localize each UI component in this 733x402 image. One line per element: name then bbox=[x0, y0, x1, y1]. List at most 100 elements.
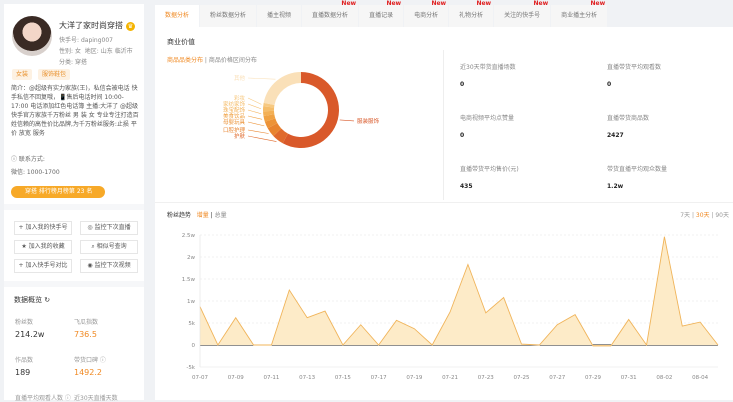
tab-6[interactable]: 礼物分析 New bbox=[449, 0, 494, 27]
data-point[interactable] bbox=[431, 344, 434, 347]
tab-8[interactable]: 商业播主分析 New bbox=[551, 0, 608, 27]
add-compare-button[interactable]: + 加入快手号对比 bbox=[14, 259, 72, 273]
rank-badge[interactable]: 穿搭 排行榜月榜第 23 名 bbox=[11, 186, 105, 198]
stat-value: 189 bbox=[15, 368, 31, 377]
business-subtabs: 商品品类分布 | 商品价格区间分布 bbox=[167, 57, 257, 64]
data-point[interactable] bbox=[413, 327, 416, 330]
y-tick-label: 2.5w bbox=[182, 233, 196, 239]
stat-label: 粉丝数 bbox=[15, 319, 34, 326]
tab-2[interactable]: 播主视频 bbox=[257, 5, 302, 27]
data-point[interactable] bbox=[306, 316, 309, 319]
pie-slice[interactable] bbox=[264, 118, 278, 129]
profile-name: 大洋了家时尚穿搭 ♛ bbox=[59, 21, 135, 31]
range-selector: 7天 | 30天 | 90天 bbox=[680, 212, 729, 219]
data-point[interactable] bbox=[609, 344, 612, 347]
tab-1[interactable]: 粉丝数据分析 bbox=[200, 5, 257, 27]
monitor-live-button[interactable]: ◎ 监控下次直播 bbox=[80, 221, 138, 235]
crown-icon: ♛ bbox=[126, 22, 135, 31]
kpi-label: 直播带货商品数 bbox=[607, 115, 650, 122]
pie-slice[interactable] bbox=[282, 72, 339, 148]
series-line bbox=[199, 236, 719, 347]
data-point[interactable] bbox=[502, 296, 505, 299]
pie-label: 其他 bbox=[234, 74, 246, 82]
data-point[interactable] bbox=[216, 344, 219, 347]
add-favorite-button[interactable]: ★ 加入我的收藏 bbox=[14, 240, 72, 254]
data-point[interactable] bbox=[466, 263, 469, 266]
profile-panel: 大洋了家时尚穿搭 ♛ 快手号: daping007 性别: 女 地区: 山东 临沂… bbox=[4, 4, 144, 402]
data-point[interactable] bbox=[627, 318, 630, 321]
range-30[interactable]: 30天 bbox=[695, 212, 710, 219]
pie-label: 母婴玩具 bbox=[223, 119, 246, 126]
pie-slice[interactable] bbox=[263, 110, 275, 116]
stat-value: 214.2w bbox=[15, 330, 45, 339]
tab-price-dist[interactable]: 商品价格区间分布 bbox=[208, 57, 257, 64]
data-point[interactable] bbox=[645, 344, 648, 347]
mode-total[interactable]: 总量 bbox=[214, 212, 227, 219]
x-tick-label: 08-04 bbox=[692, 375, 708, 381]
new-badge: New bbox=[590, 0, 606, 7]
data-point[interactable] bbox=[270, 344, 273, 347]
pie-slice[interactable] bbox=[267, 123, 282, 137]
data-point[interactable] bbox=[484, 311, 487, 314]
data-point[interactable] bbox=[717, 344, 720, 347]
similar-search-button[interactable]: ⌕ 相似号查询 bbox=[80, 240, 138, 254]
monitor-video-button[interactable]: ◉ 监控下次视频 bbox=[80, 259, 138, 273]
y-tick-label: 5k bbox=[188, 321, 195, 327]
data-point[interactable] bbox=[699, 321, 702, 324]
pie-slice[interactable] bbox=[273, 128, 288, 144]
pie-slice[interactable] bbox=[263, 114, 276, 122]
data-point[interactable] bbox=[377, 344, 380, 347]
new-badge: New bbox=[386, 0, 402, 7]
kpi-value: 2427 bbox=[607, 132, 624, 139]
range-90[interactable]: 90天 bbox=[715, 212, 729, 219]
x-tick-label: 07-07 bbox=[192, 375, 208, 381]
new-badge: New bbox=[533, 0, 549, 7]
pie-slice[interactable] bbox=[263, 72, 301, 105]
x-tick-label: 07-21 bbox=[442, 375, 458, 381]
x-tick-label: 07-23 bbox=[478, 375, 494, 381]
pie-leader-line bbox=[247, 109, 262, 115]
data-point[interactable] bbox=[234, 316, 237, 319]
pie-slice[interactable] bbox=[263, 106, 275, 112]
range-7[interactable]: 7天 bbox=[680, 212, 691, 219]
kpi-value: 0 bbox=[607, 81, 612, 88]
kpi-value: 0 bbox=[460, 132, 465, 139]
tab-5[interactable]: 电商分析 New bbox=[404, 0, 449, 27]
data-point[interactable] bbox=[288, 289, 291, 292]
data-point[interactable] bbox=[591, 344, 594, 347]
x-tick-label: 07-15 bbox=[335, 375, 351, 381]
data-point[interactable] bbox=[252, 344, 255, 347]
data-point[interactable] bbox=[520, 343, 523, 346]
tag: 女装 bbox=[12, 69, 33, 80]
data-point[interactable] bbox=[574, 313, 577, 316]
kpi-label: 近30天带货直播场数 bbox=[460, 64, 516, 71]
x-tick-label: 08-02 bbox=[656, 375, 672, 381]
x-tick-label: 07-25 bbox=[514, 375, 530, 381]
data-point[interactable] bbox=[359, 323, 362, 326]
pie-slice[interactable] bbox=[263, 102, 275, 108]
stat-value: 1492.2 bbox=[74, 368, 102, 377]
data-point[interactable] bbox=[538, 344, 541, 347]
tab-3[interactable]: 直播数据分析 New bbox=[302, 0, 359, 27]
data-point[interactable] bbox=[341, 344, 344, 347]
data-point[interactable] bbox=[324, 310, 327, 313]
mode-increment[interactable]: 增量 bbox=[196, 212, 209, 219]
data-point[interactable] bbox=[681, 325, 684, 328]
kpi-label: 带货直播平均观众数量 bbox=[607, 166, 668, 173]
data-point[interactable] bbox=[663, 235, 666, 238]
business-title: 商业价值 bbox=[167, 38, 195, 46]
data-point[interactable] bbox=[395, 319, 398, 322]
data-point[interactable] bbox=[556, 323, 559, 326]
tab-category-dist[interactable]: 商品品类分布 bbox=[167, 57, 204, 64]
add-my-account-button[interactable]: + 加入我的快手号 bbox=[14, 221, 72, 235]
pie-label: 服装服饰 bbox=[357, 117, 380, 125]
y-tick-label: 2w bbox=[187, 255, 195, 261]
new-badge: New bbox=[476, 0, 492, 7]
kpi-value: 0 bbox=[460, 81, 465, 88]
tab-0[interactable]: 数据分析 bbox=[155, 5, 200, 27]
kpi-label: 直播带货平均观看数 bbox=[607, 64, 662, 71]
tab-4[interactable]: 直播记录 New bbox=[359, 0, 404, 27]
data-point[interactable] bbox=[449, 311, 452, 314]
tab-7[interactable]: 关注的快手号 New bbox=[494, 0, 551, 27]
stat-label: 直播平均观看人数 ⓘ bbox=[15, 395, 71, 402]
